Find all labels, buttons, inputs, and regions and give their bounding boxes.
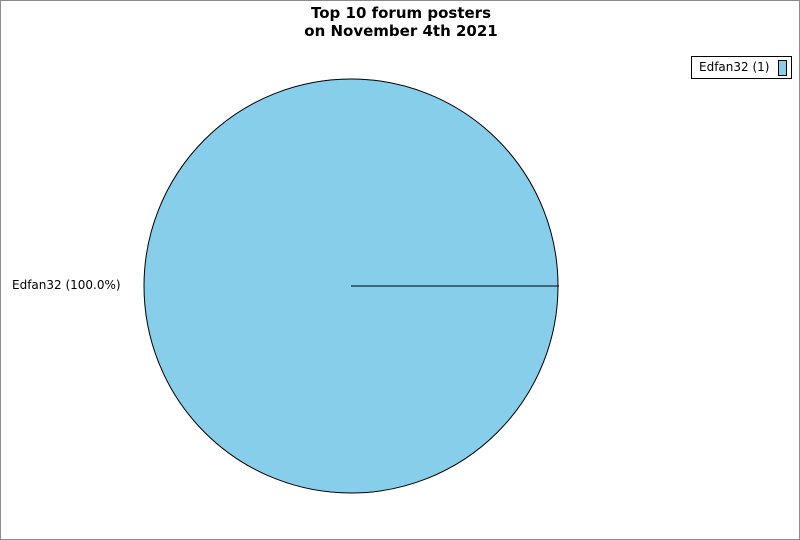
chart-title: Top 10 forum posters on November 4th 202… — [1, 4, 799, 40]
legend-label: Edfan32 (1) — [699, 60, 770, 74]
title-line-1: Top 10 forum posters — [311, 4, 491, 22]
slice-label: Edfan32 (100.0%) — [12, 278, 121, 292]
legend-swatch — [778, 60, 787, 76]
title-line-2: on November 4th 2021 — [304, 22, 498, 40]
legend: Edfan32 (1) — [691, 56, 792, 79]
